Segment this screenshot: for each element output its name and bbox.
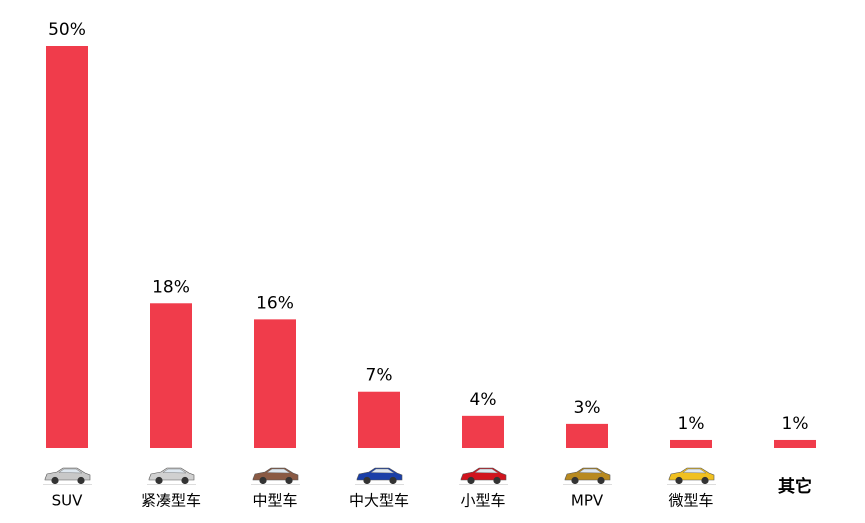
car-wheel bbox=[597, 476, 605, 485]
car-wheel bbox=[701, 476, 709, 485]
bar bbox=[670, 439, 712, 448]
car-icon bbox=[563, 467, 612, 485]
value-label: 4% bbox=[470, 390, 497, 410]
car-icon bbox=[355, 467, 404, 485]
value-label: 50% bbox=[48, 20, 86, 40]
car-wheel bbox=[259, 476, 267, 485]
car-window bbox=[578, 468, 603, 474]
car-window bbox=[162, 468, 187, 474]
bar bbox=[46, 46, 88, 448]
value-label: 1% bbox=[678, 414, 705, 434]
car-wheel bbox=[155, 476, 163, 485]
x-tick-label: 小型车 bbox=[460, 492, 505, 510]
x-tick-label: 中型车 bbox=[252, 492, 297, 510]
value-label: 16% bbox=[256, 293, 294, 313]
car-window bbox=[266, 468, 291, 474]
x-tick-label: SUV bbox=[52, 492, 84, 510]
x-tick-label: 中大型车 bbox=[349, 492, 409, 510]
car-icon bbox=[251, 467, 300, 485]
bar bbox=[150, 303, 192, 448]
car-wheel bbox=[363, 476, 371, 485]
car-icon bbox=[147, 467, 196, 485]
car-wheel bbox=[571, 476, 579, 485]
bar bbox=[254, 319, 296, 448]
car-wheel bbox=[181, 476, 189, 485]
car-window bbox=[58, 468, 83, 474]
car-wheel bbox=[51, 476, 59, 485]
car-icon bbox=[667, 467, 716, 485]
bar bbox=[566, 423, 608, 448]
car-window bbox=[682, 468, 707, 474]
car-wheel bbox=[467, 476, 475, 485]
x-tick-label: 紧凑型车 bbox=[141, 492, 201, 510]
value-label: 18% bbox=[152, 277, 190, 297]
car-wheel bbox=[493, 476, 501, 485]
x-tick-label: 其它 bbox=[778, 476, 812, 497]
value-label: 1% bbox=[782, 414, 809, 434]
value-label: 7% bbox=[366, 366, 393, 386]
car-wheel bbox=[77, 476, 85, 485]
car-icon bbox=[43, 467, 92, 485]
bar bbox=[358, 391, 400, 448]
x-tick-label: MPV bbox=[571, 492, 604, 510]
car-wheel bbox=[285, 476, 293, 485]
car-window bbox=[474, 468, 499, 474]
car-window bbox=[370, 468, 395, 474]
bar bbox=[462, 415, 504, 448]
value-label: 3% bbox=[574, 398, 601, 418]
bar bbox=[774, 439, 816, 448]
car-icon bbox=[459, 467, 508, 485]
x-tick-label: 微型车 bbox=[668, 492, 713, 510]
car-wheel bbox=[389, 476, 397, 485]
car-wheel bbox=[675, 476, 683, 485]
